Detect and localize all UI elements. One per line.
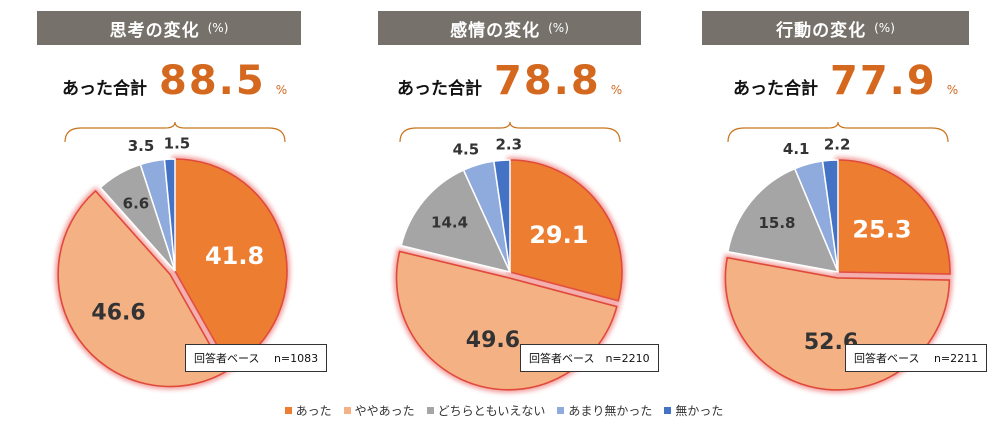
base-note: 回答者ベース n=1083 [185,344,328,372]
data-label: 41.8 [205,242,264,270]
legend-swatch [284,407,292,414]
data-label: 6.6 [123,194,150,212]
slice-dochira [726,167,840,273]
total-summary: あった合計 77.9 % [733,58,958,104]
pie-chart: 25.352.615.84.1 2.2 [722,121,953,393]
legend-label: あまり無かった [568,404,653,418]
pie-chart: 41.8 46.6 6.6 3.5 1.5 [55,121,290,390]
brace [64,121,286,143]
legend-label: どちらともいえない [437,404,546,418]
slice-nakatta [821,159,839,273]
data-label: 4.5 [453,141,480,159]
chart-title-bar: 思考の変化 (%) [37,11,301,45]
legend-swatch [557,407,565,414]
legend-item: どちらともいえない [426,402,546,419]
total-label: あった合計 [733,79,818,99]
total-label: あった合計 [62,79,147,99]
chart-title: 行動の変化 [776,20,867,41]
total-summary: あった合計 88.5 % [62,58,287,104]
data-label: 14.4 [431,213,468,231]
legend-label: ややあった [354,404,415,418]
chart-title-bar: 行動の変化 (%) [702,11,969,45]
total-summary: あった合計 78.8 % [397,58,622,104]
legend-swatch [343,407,351,414]
chart-unit: (%) [874,21,895,35]
brace [727,121,949,143]
slice-nakatta [493,159,511,273]
legend-swatch [426,407,434,414]
data-label: 3.5 [128,137,155,155]
base-note: 回答者ベース n=2211 [845,344,988,372]
base-note: 回答者ベース n=2210 [520,344,659,372]
legend-item: 無かった [664,402,723,419]
data-label: 1.5 [164,135,191,153]
legend-item: あった [284,402,332,419]
total-label: あった合計 [397,79,482,99]
data-label: 29.1 [529,221,588,249]
slice-dochira [400,169,512,274]
data-label: 15.8 [758,214,795,232]
total-value: 88.5 [159,58,266,104]
panel-behavior: 行動の変化 (%) あった合計 77.9 % 25.3 52.6 15.8 4.1 2.… [665,0,988,400]
total-unit: % [275,83,288,97]
data-label: 2.2 [824,136,851,154]
legend-item: あまり無かった [557,402,652,419]
panel-thinking: 思考の変化 (%) あった合計 88.5 % 41.8 46.6 6.6 3.5 1.5… [0,0,328,400]
data-label: 25.3 [852,215,911,243]
panel-emotion: 感情の変化 (%) あった合計 78.8 % 29.1 49.6 14.4 4.5 2.… [340,0,659,400]
chart-unit: (%) [548,21,569,35]
total-value: 78.8 [494,58,601,104]
data-label: 4.1 [783,140,810,158]
total-unit: % [610,83,623,97]
slice-atta [509,159,623,302]
chart-title-bar: 感情の変化 (%) [378,11,641,45]
pie-chart: 29.1 49.6 14.4 4.5 2.3 [393,121,625,393]
chart-title: 感情の変化 [450,20,541,41]
legend: あった ややあった どちらともいえない あまり無かった 無かった [0,402,1008,419]
data-label: 46.6 [91,300,145,325]
legend-label: 無かった [675,404,724,418]
brace [399,121,621,143]
legend-label: あった [295,404,332,418]
slice-yaya [57,189,227,388]
total-value: 77.9 [830,58,937,104]
slice-nakatta [163,158,176,272]
slice-atta [837,159,951,275]
legend-swatch [664,407,672,414]
chart-unit: (%) [207,21,229,35]
data-label: 49.6 [466,328,520,353]
chart-title: 思考の変化 [109,20,200,41]
total-unit: % [946,83,959,97]
legend-item: ややあった [343,402,415,419]
data-label: 2.3 [495,136,522,154]
